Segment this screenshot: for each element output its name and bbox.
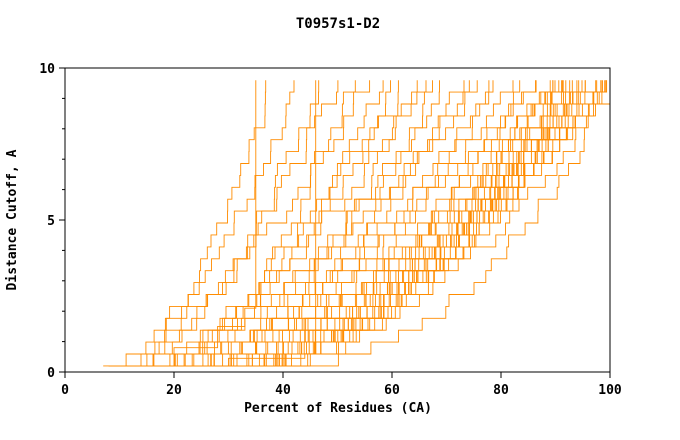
model-curves-group xyxy=(103,80,611,367)
model-curve xyxy=(250,80,554,367)
tick-marks-group xyxy=(59,67,611,378)
chart-title: T0957s1-D2 xyxy=(296,16,380,32)
x-tick-label: 20 xyxy=(166,383,182,398)
tick-labels-group: 0 20 40 60 80 100 0 5 10 xyxy=(39,62,622,398)
y-axis-label: Distance Cutoff, A xyxy=(5,149,20,290)
x-axis-label: Percent of Residues (CA) xyxy=(244,401,432,416)
model-curve xyxy=(163,80,536,367)
x-tick-label: 100 xyxy=(598,383,622,398)
model-curve xyxy=(103,80,267,367)
model-curve xyxy=(108,80,320,367)
model-curve xyxy=(130,80,317,367)
model-curve xyxy=(152,80,494,367)
model-curve xyxy=(168,80,551,367)
model-curve xyxy=(141,80,440,367)
x-tick-label: 40 xyxy=(275,383,291,398)
y-tick-label: 5 xyxy=(47,214,55,229)
model-curve xyxy=(119,80,257,367)
model-curve xyxy=(125,80,391,367)
x-tick-label: 60 xyxy=(384,383,400,398)
axes-group xyxy=(64,67,611,373)
model-curve xyxy=(212,80,611,367)
model-curve xyxy=(114,80,339,367)
model-curve xyxy=(119,80,371,367)
x-tick-label: 0 xyxy=(61,383,69,398)
x-tick-label: 80 xyxy=(493,383,509,398)
model-curve xyxy=(135,80,427,367)
plot-border xyxy=(64,67,611,373)
y-tick-label: 10 xyxy=(39,62,55,77)
model-curve xyxy=(108,80,295,367)
y-tick-label: 0 xyxy=(47,366,55,381)
